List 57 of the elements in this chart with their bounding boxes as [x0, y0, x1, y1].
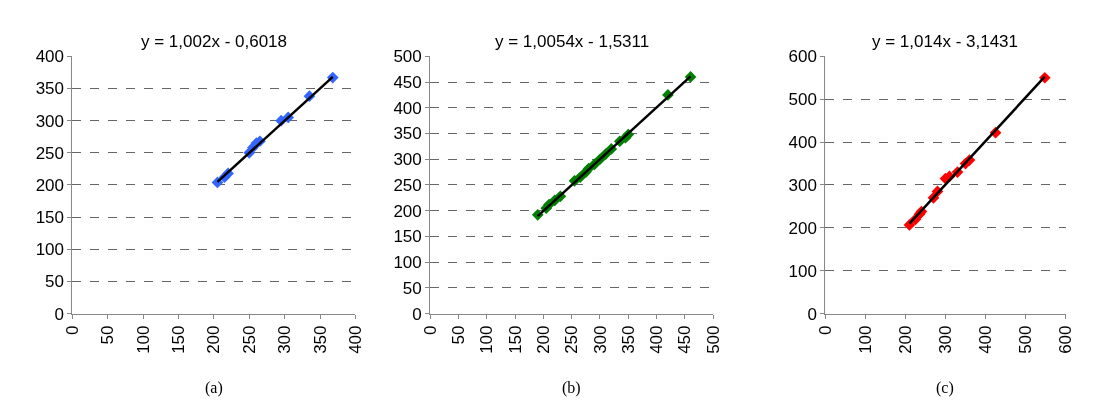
y-tick-label: 250	[35, 143, 64, 163]
y-tick-label: 50	[45, 272, 64, 292]
x-tick-label: 250	[562, 325, 582, 354]
x-tick-label: 400	[647, 325, 667, 354]
y-tick-label: 300	[35, 111, 64, 131]
y-tick-label: 400	[788, 133, 817, 153]
y-tick-label: 400	[35, 47, 64, 67]
y-tick-label: 150	[35, 208, 64, 228]
y-tick-label: 200	[788, 218, 817, 238]
x-tick-label: 50	[98, 325, 118, 345]
y-tick-label: 150	[393, 227, 422, 247]
x-tick-label: 100	[133, 325, 153, 354]
text: (c)	[936, 379, 954, 397]
x-tick-label: 350	[310, 325, 330, 354]
x-tick-label: 0	[62, 325, 82, 335]
x-tick-label: 0	[815, 325, 835, 335]
x-tick-label: 600	[1056, 325, 1076, 354]
x-tick-label: 100	[855, 325, 875, 354]
x-tick-label: 200	[204, 325, 224, 354]
y-tick-label: 500	[393, 47, 422, 67]
y-tick-label: 250	[393, 175, 422, 195]
x-tick-label: 150	[169, 325, 189, 354]
x-tick-label: 300	[936, 325, 956, 354]
x-tick-label: 500	[1016, 325, 1036, 354]
y-tick-label: 200	[393, 201, 422, 221]
y-tick-label: 300	[788, 175, 817, 195]
x-tick-label: 100	[477, 325, 497, 354]
x-tick-label: 400	[976, 325, 996, 354]
chart-title: y = 1,014x - 3,1431	[872, 32, 1019, 51]
text: (a)	[205, 379, 223, 397]
y-tick-label: 100	[393, 253, 422, 273]
chart-title: y = 1,002x - 0,6018	[141, 32, 288, 51]
y-tick-label: 350	[393, 124, 422, 144]
x-tick-label: 150	[505, 325, 525, 354]
y-tick-label: 100	[35, 240, 64, 260]
y-tick-label: 300	[393, 150, 422, 170]
y-tick-label: 200	[35, 175, 64, 195]
x-tick-label: 400	[345, 325, 365, 354]
y-tick-label: 500	[788, 90, 817, 110]
y-tick-label: 350	[35, 79, 64, 99]
y-tick-label: 100	[788, 261, 817, 281]
x-tick-label: 0	[420, 325, 440, 335]
x-tick-label: 200	[895, 325, 915, 354]
y-tick-label: 400	[393, 98, 422, 118]
x-tick-label: 200	[533, 325, 553, 354]
y-tick-label: 600	[788, 47, 817, 67]
x-tick-label: 500	[703, 325, 723, 354]
x-tick-label: 50	[449, 325, 469, 345]
x-tick-label: 300	[275, 325, 295, 354]
x-tick-label: 250	[239, 325, 259, 354]
x-tick-label: 450	[675, 325, 695, 354]
chart-title: y = 1,0054x - 1,5311	[495, 32, 650, 51]
y-tick-label: 50	[402, 278, 422, 298]
x-tick-label: 350	[618, 325, 638, 354]
y-tick-label: 450	[393, 72, 422, 92]
text: (b)	[562, 379, 581, 397]
x-tick-label: 300	[590, 325, 610, 354]
